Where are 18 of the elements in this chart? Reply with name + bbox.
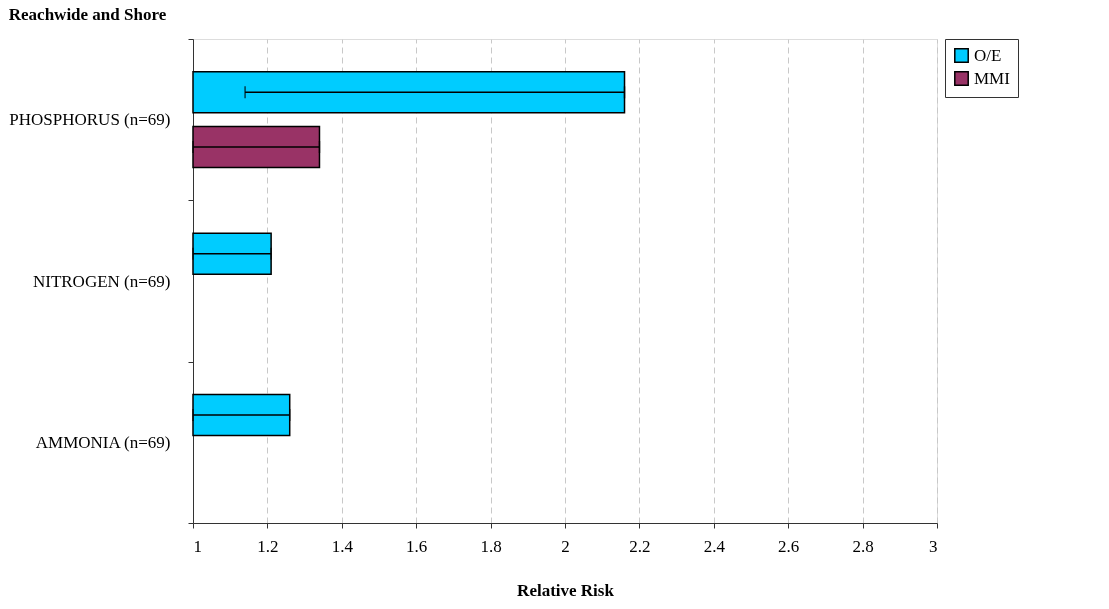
x-tick-label: 1 bbox=[193, 536, 202, 556]
y-tick-label: NITROGEN (n=69) bbox=[32, 271, 171, 291]
x-tick-label: 3 bbox=[929, 536, 938, 556]
x-tick-label: 2.6 bbox=[778, 536, 800, 556]
y-tick-label: AMMONIA (n=69) bbox=[35, 432, 171, 452]
legend-label: O/E bbox=[974, 45, 1002, 65]
x-tick-label: 1.2 bbox=[257, 536, 279, 556]
x-tick-label: 2 bbox=[561, 536, 570, 556]
x-tick-label: 1.6 bbox=[406, 536, 428, 556]
x-tick-label: 2.4 bbox=[703, 536, 726, 556]
x-tick-label: 1.8 bbox=[480, 536, 502, 556]
x-tick-label: 2.2 bbox=[629, 536, 651, 556]
legend-label: MMI bbox=[974, 68, 1011, 88]
x-axis-title: Relative Risk bbox=[517, 580, 615, 600]
x-tick-label: 1.4 bbox=[331, 536, 354, 556]
x-tick-label: 2.8 bbox=[852, 536, 874, 556]
y-tick-label: PHOSPHORUS (n=69) bbox=[9, 110, 171, 130]
chart-title: Reachwide and Shore bbox=[8, 5, 167, 24]
